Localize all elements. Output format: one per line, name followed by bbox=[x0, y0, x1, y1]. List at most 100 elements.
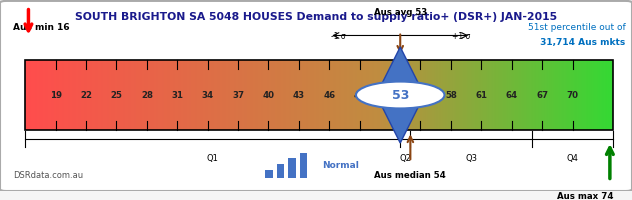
Bar bbox=[538, 61, 539, 130]
Bar bbox=[541, 61, 542, 130]
Bar bbox=[425, 61, 426, 130]
Bar bbox=[605, 61, 606, 130]
Bar bbox=[526, 61, 527, 130]
Text: 28: 28 bbox=[141, 91, 153, 100]
Bar bbox=[602, 61, 604, 130]
Bar bbox=[346, 61, 347, 130]
Bar bbox=[440, 61, 441, 130]
Bar bbox=[533, 61, 534, 130]
Bar bbox=[344, 61, 346, 130]
Bar bbox=[578, 61, 579, 130]
Bar bbox=[332, 61, 334, 130]
Bar bbox=[89, 61, 90, 130]
Bar bbox=[58, 61, 59, 130]
Bar bbox=[575, 61, 576, 130]
Bar bbox=[55, 61, 56, 130]
Bar bbox=[572, 61, 573, 130]
Bar bbox=[40, 61, 42, 130]
Bar bbox=[379, 61, 380, 130]
Bar bbox=[467, 61, 468, 130]
Bar bbox=[97, 61, 99, 130]
Bar bbox=[168, 61, 169, 130]
Bar bbox=[205, 61, 207, 130]
Bar bbox=[152, 61, 154, 130]
Bar bbox=[87, 61, 88, 130]
Bar bbox=[202, 61, 203, 130]
Text: 22: 22 bbox=[80, 91, 92, 100]
Bar bbox=[539, 61, 540, 130]
Bar bbox=[432, 61, 433, 130]
Bar bbox=[37, 61, 39, 130]
Bar bbox=[368, 61, 369, 130]
Bar bbox=[220, 61, 221, 130]
Text: 34: 34 bbox=[202, 91, 214, 100]
Bar bbox=[521, 61, 522, 130]
Bar bbox=[545, 61, 546, 130]
Bar bbox=[374, 61, 375, 130]
Bar bbox=[148, 61, 149, 130]
Bar bbox=[384, 61, 386, 130]
Bar bbox=[542, 61, 544, 130]
Bar bbox=[348, 61, 349, 130]
Bar bbox=[282, 61, 283, 130]
Bar bbox=[214, 61, 215, 130]
Bar bbox=[265, 61, 267, 130]
Text: 43: 43 bbox=[293, 91, 305, 100]
Bar bbox=[477, 61, 478, 130]
Bar bbox=[301, 61, 302, 130]
Bar bbox=[547, 61, 548, 130]
Bar bbox=[300, 153, 307, 178]
Bar bbox=[458, 61, 459, 130]
Bar bbox=[156, 61, 157, 130]
Bar bbox=[320, 61, 321, 130]
Bar bbox=[530, 61, 531, 130]
Text: Aus avg 53: Aus avg 53 bbox=[374, 8, 427, 17]
Bar bbox=[176, 61, 177, 130]
Bar bbox=[350, 61, 351, 130]
Bar bbox=[183, 61, 185, 130]
Bar bbox=[289, 61, 290, 130]
Bar bbox=[372, 61, 373, 130]
Bar bbox=[581, 61, 583, 130]
Bar bbox=[501, 61, 502, 130]
Text: DSRdata.com.au: DSRdata.com.au bbox=[13, 171, 83, 180]
Bar bbox=[502, 61, 504, 130]
Bar bbox=[122, 61, 123, 130]
Bar bbox=[579, 61, 580, 130]
Bar bbox=[229, 61, 230, 130]
Bar bbox=[410, 61, 411, 130]
Bar bbox=[226, 61, 227, 130]
Bar bbox=[309, 61, 310, 130]
Bar bbox=[459, 61, 460, 130]
Text: 31: 31 bbox=[171, 91, 183, 100]
Bar bbox=[260, 61, 261, 130]
Bar bbox=[92, 61, 94, 130]
Bar bbox=[296, 61, 298, 130]
Bar bbox=[137, 61, 138, 130]
Bar bbox=[532, 61, 533, 130]
Bar bbox=[62, 61, 63, 130]
Bar bbox=[236, 61, 237, 130]
Bar bbox=[233, 61, 234, 130]
Bar bbox=[104, 61, 106, 130]
Bar bbox=[375, 61, 376, 130]
Bar bbox=[126, 61, 128, 130]
Text: -1 σ: -1 σ bbox=[331, 32, 345, 41]
Bar bbox=[421, 61, 422, 130]
Bar bbox=[470, 61, 471, 130]
Bar bbox=[47, 61, 49, 130]
Bar bbox=[29, 61, 30, 130]
Bar bbox=[426, 61, 427, 130]
Bar bbox=[75, 61, 76, 130]
Bar bbox=[288, 159, 296, 178]
Bar bbox=[580, 61, 581, 130]
Bar bbox=[546, 61, 547, 130]
Bar bbox=[523, 61, 525, 130]
Bar bbox=[174, 61, 175, 130]
Bar bbox=[258, 61, 260, 130]
Bar bbox=[300, 61, 301, 130]
Bar bbox=[361, 61, 362, 130]
Bar bbox=[36, 61, 37, 130]
Bar bbox=[571, 61, 572, 130]
Text: 51st percentile out of: 51st percentile out of bbox=[528, 23, 626, 32]
